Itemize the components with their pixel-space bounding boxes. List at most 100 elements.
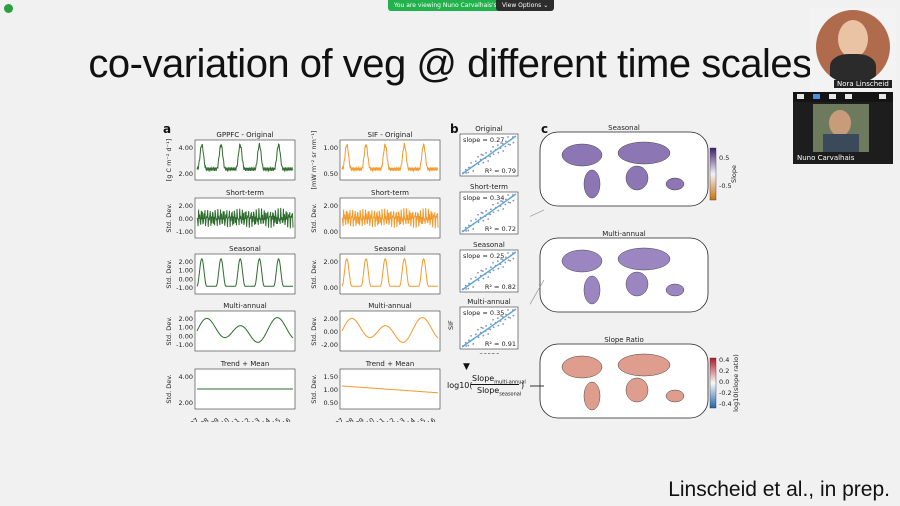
scatter-point xyxy=(497,151,500,154)
ts-year-label: 2011 xyxy=(368,416,386,422)
scatter-point xyxy=(489,213,492,216)
scatter-point xyxy=(465,230,468,232)
continent-shape xyxy=(625,377,649,403)
scatter-point xyxy=(496,202,499,205)
map-title: Slope Ratio xyxy=(604,336,644,344)
ts-title: GPPFC - Original xyxy=(216,131,273,139)
r2-label: R² = 0.91 xyxy=(485,340,516,348)
scatter-point xyxy=(487,333,490,335)
scatter-point xyxy=(509,144,512,146)
continent-shape xyxy=(625,165,649,191)
scatter-point xyxy=(481,270,484,273)
ts-year-label: 2014 xyxy=(399,416,417,422)
scatter-point xyxy=(470,334,472,337)
scatter-point xyxy=(477,213,479,216)
continent-shape xyxy=(583,381,601,411)
scatter-title: Short-term xyxy=(470,183,508,191)
formula-num-text: Slope xyxy=(472,374,495,383)
connector-arrow xyxy=(530,209,545,217)
scatter-point xyxy=(504,145,507,148)
colorbar-label: Slope xyxy=(730,165,738,183)
ts-ylabel: Std. Dev. xyxy=(310,203,318,232)
scatter-point xyxy=(485,210,487,212)
ts-ylabel: Std. Dev. xyxy=(310,316,318,345)
r2-label: R² = 0.79 xyxy=(485,167,516,175)
view-options-button[interactable]: View Options ⌄ xyxy=(496,0,555,11)
scatter-point xyxy=(480,211,483,214)
ts-tick-label: 2.00 xyxy=(324,315,338,323)
ts-tick-label: 2.00 xyxy=(179,170,193,178)
scatter-point xyxy=(512,314,515,317)
colorbar-tick: 0.2 xyxy=(719,367,729,375)
ts-tick-label: 1.00 xyxy=(324,144,338,152)
scatter-point xyxy=(502,208,505,210)
scatter-point xyxy=(504,256,507,259)
scatter-point xyxy=(492,326,495,329)
scatter-point xyxy=(465,345,468,347)
continent-shape xyxy=(617,247,671,271)
scatter-point xyxy=(492,145,494,148)
ts-series-line xyxy=(196,257,293,287)
ts-year-label: 2016 xyxy=(419,416,437,422)
scatter-point xyxy=(501,200,504,203)
continent-shape xyxy=(583,169,601,199)
grid-icon[interactable] xyxy=(829,94,836,99)
pin-icon[interactable] xyxy=(845,94,852,99)
zoom-app-icon[interactable] xyxy=(4,4,13,13)
scatter-point xyxy=(504,203,507,206)
ts-year-label: 2014 xyxy=(254,416,272,422)
colorbar-tick: 0.0 xyxy=(719,378,729,386)
formula-den-sub: seasonal xyxy=(499,391,522,398)
ts-tick-label: 1.00 xyxy=(324,386,338,394)
ts-year-label: 2010 xyxy=(358,416,376,422)
scatter-point xyxy=(512,257,515,260)
scatter-point xyxy=(504,140,507,143)
formula-suffix: ) xyxy=(521,381,525,390)
scatter-point xyxy=(500,142,502,144)
scatter-title: Original xyxy=(475,125,502,133)
scatter-point xyxy=(500,315,502,317)
view-icon[interactable] xyxy=(797,94,804,99)
ts-ylabel: Std. Dev. xyxy=(165,316,173,345)
panel-a-label: a xyxy=(163,122,172,136)
scatter-title: Seasonal xyxy=(473,241,505,249)
scatter-point xyxy=(474,333,477,336)
scatter-point xyxy=(507,201,510,204)
ts-tick-label: 2.00 xyxy=(179,258,193,266)
maps-figure: Seasonal Multi-annual Slope Ratio 0.5 -0.5Sl… xyxy=(530,124,740,419)
ts-title: Multi-annual xyxy=(368,302,412,310)
collapse-icon[interactable] xyxy=(879,94,886,99)
scatter-point xyxy=(509,317,512,319)
regression-line xyxy=(461,251,517,291)
scatter-point xyxy=(512,199,515,202)
regression-line xyxy=(461,193,517,233)
layout-icon[interactable] xyxy=(813,94,820,99)
ts-ylabel: Std. Dev. xyxy=(165,259,173,288)
ts-year-label: 2008 xyxy=(193,416,211,422)
scatter-point xyxy=(502,323,505,325)
scatter-point xyxy=(467,171,470,174)
formula-divider xyxy=(471,384,519,385)
participant-tile-nora[interactable]: Nora Linscheid xyxy=(810,8,896,90)
ts-tick-label: 4.00 xyxy=(179,373,193,381)
ts-tick-label: 1.50 xyxy=(324,373,338,381)
ratio-colorbar xyxy=(709,357,717,409)
participant-tile-nuno[interactable]: Nuno Carvalhais xyxy=(793,92,893,164)
scatter-point xyxy=(477,155,479,158)
scatter-point xyxy=(472,286,475,288)
scatter-point xyxy=(482,277,485,280)
scatter-point xyxy=(482,219,485,222)
map-frame xyxy=(539,343,709,419)
panel-b-label: b xyxy=(450,122,459,136)
panel-c-label: c xyxy=(541,122,549,136)
ts-year-label: 2009 xyxy=(348,416,366,422)
citation: Linscheid et al., in prep. xyxy=(668,478,890,501)
scatter-point xyxy=(502,266,505,268)
scatter-point xyxy=(504,198,507,201)
scatter-point xyxy=(487,218,490,220)
scatter-point xyxy=(481,154,484,157)
ts-axes-box xyxy=(194,253,296,295)
slope-ratio-formula: ▼ log10( Slopemulti-annual Slopeseasonal… xyxy=(447,362,537,404)
scatter-point xyxy=(507,252,509,254)
scatter-point xyxy=(504,261,507,264)
